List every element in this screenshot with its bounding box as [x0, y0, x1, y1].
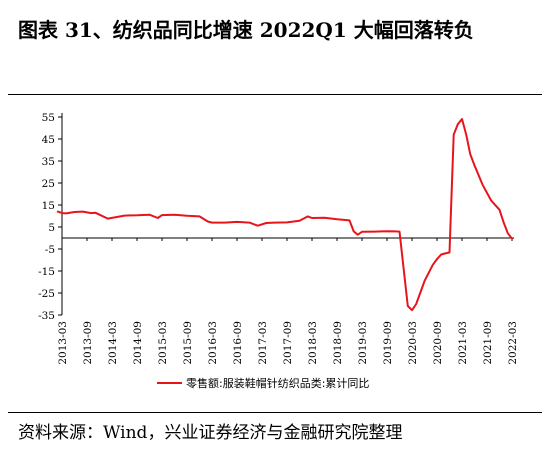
x-tick-label: 2021-09 [482, 321, 494, 365]
x-tick-label: 2019-03 [357, 321, 369, 365]
x-tick-label: 2014-03 [107, 321, 119, 365]
y-tick-label: 15 [42, 200, 55, 212]
chart-title: 图表 31、纺织品同比增速 2022Q1 大幅回落转负 [18, 18, 474, 42]
y-tick-label: 25 [42, 178, 55, 190]
x-tick-label: 2020-09 [432, 321, 444, 365]
legend-label: 零售额:服装鞋帽针纺织品类:累计同比 [186, 376, 369, 390]
x-tick-label: 2016-03 [207, 321, 219, 365]
x-tick-label: 2013-09 [82, 321, 94, 365]
y-tick-label: -25 [38, 288, 55, 300]
series-line [56, 118, 513, 312]
x-tick-label: 2018-03 [307, 321, 319, 365]
series-layer [56, 118, 513, 312]
x-tick-label: 2018-09 [332, 321, 344, 365]
y-tick-label: 35 [42, 156, 55, 168]
x-tick-label: 2014-09 [132, 321, 144, 365]
y-tick-label: -35 [38, 310, 55, 322]
y-tick-label: 5 [48, 222, 55, 234]
source-note: 资料来源：Wind，兴业证券经济与金融研究院整理 [18, 423, 403, 443]
y-tick-label: 45 [42, 134, 55, 146]
x-tick-label: 2021-03 [457, 321, 469, 365]
x-tick-label: 2016-09 [232, 321, 244, 365]
bottom-divider [8, 412, 542, 413]
y-tick-label: -15 [38, 266, 55, 278]
x-tick-label: 2013-03 [57, 321, 69, 365]
legend: 零售额:服装鞋帽针纺织品类:累计同比 [157, 376, 369, 390]
x-tick-label: 2015-03 [157, 321, 169, 365]
x-axis: 2013-03 2013-09 2014-03 2014-09 2015-03 2015-… [57, 237, 519, 365]
top-divider [8, 94, 542, 95]
y-axis: 55 45 35 25 15 5 -5 -15 -25 -35 [38, 112, 63, 322]
x-tick-label: 2017-09 [282, 321, 294, 365]
x-tick-label: 2019-09 [382, 321, 394, 365]
x-tick-label: 2017-03 [257, 321, 269, 365]
y-tick-label: 55 [42, 112, 55, 124]
y-tick-label: -5 [45, 244, 55, 256]
x-tick-label: 2015-09 [182, 321, 194, 365]
x-tick-label: 2022-03 [507, 321, 519, 365]
x-tick-label: 2020-03 [407, 321, 419, 365]
